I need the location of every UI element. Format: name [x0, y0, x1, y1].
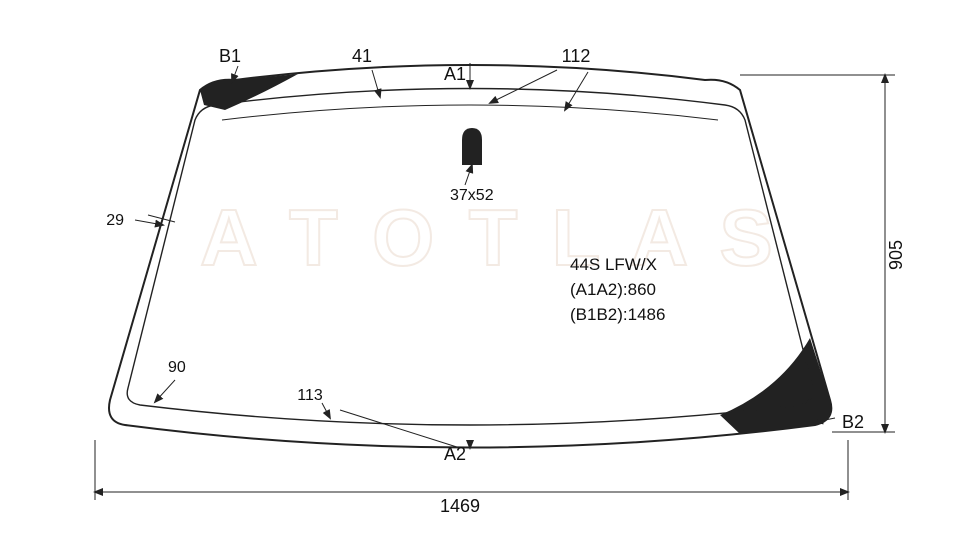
top-inner-band: [222, 105, 718, 120]
label-d29: 29: [106, 212, 124, 229]
label-B1: B1: [219, 46, 241, 66]
label-B2: B2: [842, 412, 864, 432]
leader-29: [135, 220, 163, 225]
sensor-mount: [462, 128, 482, 165]
corner-black-bottomright: [720, 338, 831, 434]
label-sensor: 37x52: [450, 187, 494, 204]
dim-height-value: 905: [886, 240, 906, 270]
windshield-diagram: A T O T L A S: [0, 0, 960, 540]
label-d112: 112: [562, 46, 591, 66]
spec-line-3: (B1B2):1486: [570, 305, 665, 324]
spec-line-2: (A1A2):860: [570, 280, 656, 299]
dim-width-value: 1469: [440, 496, 480, 516]
label-A1: A1: [444, 64, 466, 84]
label-d41: 41: [352, 46, 372, 66]
label-d113: 113: [297, 387, 323, 404]
label-d90: 90: [168, 359, 186, 376]
watermark: A T O T L A S: [200, 193, 779, 282]
spec-line-1: 44S LFW/X: [570, 255, 657, 274]
dim-width: [95, 440, 848, 500]
label-A2: A2: [444, 444, 466, 464]
leader-A1: [372, 63, 588, 110]
leader-90: [155, 380, 175, 402]
leader-sensor: [465, 165, 472, 185]
